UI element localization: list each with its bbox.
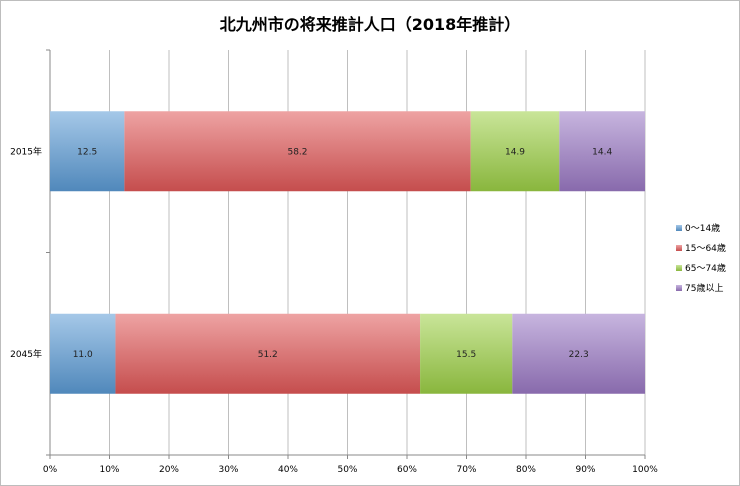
x-tick-label: 50% [337,465,357,475]
bar-segment [124,111,471,192]
data-label: 14.9 [505,147,525,157]
data-label: 11.0 [73,350,93,360]
x-tick-label: 90% [575,465,595,475]
bar-segment [50,111,125,192]
axes [46,49,645,456]
chart-title: 北九州市の将来推計人口（2018年推計） [220,15,521,34]
x-tick-label: 100% [632,465,658,475]
legend-swatch [676,225,682,231]
bar-segment [559,111,645,192]
x-tick-label: 10% [99,465,119,475]
x-tick-label: 40% [278,465,298,475]
bar-segment [470,111,560,192]
data-label: 58.2 [287,147,307,157]
data-label: 12.5 [77,147,97,157]
x-tick-label: 80% [516,465,536,475]
legend: 0〜14歳 15〜64歳 65〜74歳 75歳以上 [676,222,726,294]
bar-segment [512,313,645,394]
data-label: 22.3 [569,350,589,360]
bar-segment [50,313,116,394]
x-tick-label: 60% [397,465,417,475]
bar-segment [115,313,421,394]
x-tick-label: 20% [159,465,179,475]
data-label: 15.5 [456,350,476,360]
category-labels: 2015年 2045年 [10,145,42,360]
x-tick-label: 70% [456,465,476,475]
bar-segment [420,313,513,394]
category-label: 2015年 [10,145,42,157]
legend-label: 0〜14歳 [685,222,720,234]
legend-swatch [676,265,682,271]
category-label: 2045年 [10,348,42,360]
x-tick-label: 30% [218,465,238,475]
legend-swatch [676,245,682,251]
legend-label: 75歳以上 [685,282,723,294]
legend-label: 15〜64歳 [685,242,726,254]
data-label: 14.4 [592,147,612,157]
data-label: 51.2 [258,350,278,360]
x-tick-labels: 0% 10% 20% 30% 40% 50% 60% 70% 80% 90% 100% [43,465,658,475]
bars: 12.5 58.2 14.9 14.4 11.0 51.2 15.5 22.3 [50,111,645,394]
legend-swatch [676,285,682,291]
legend-label: 65〜74歳 [685,262,726,274]
x-tick-label: 0% [43,465,58,475]
